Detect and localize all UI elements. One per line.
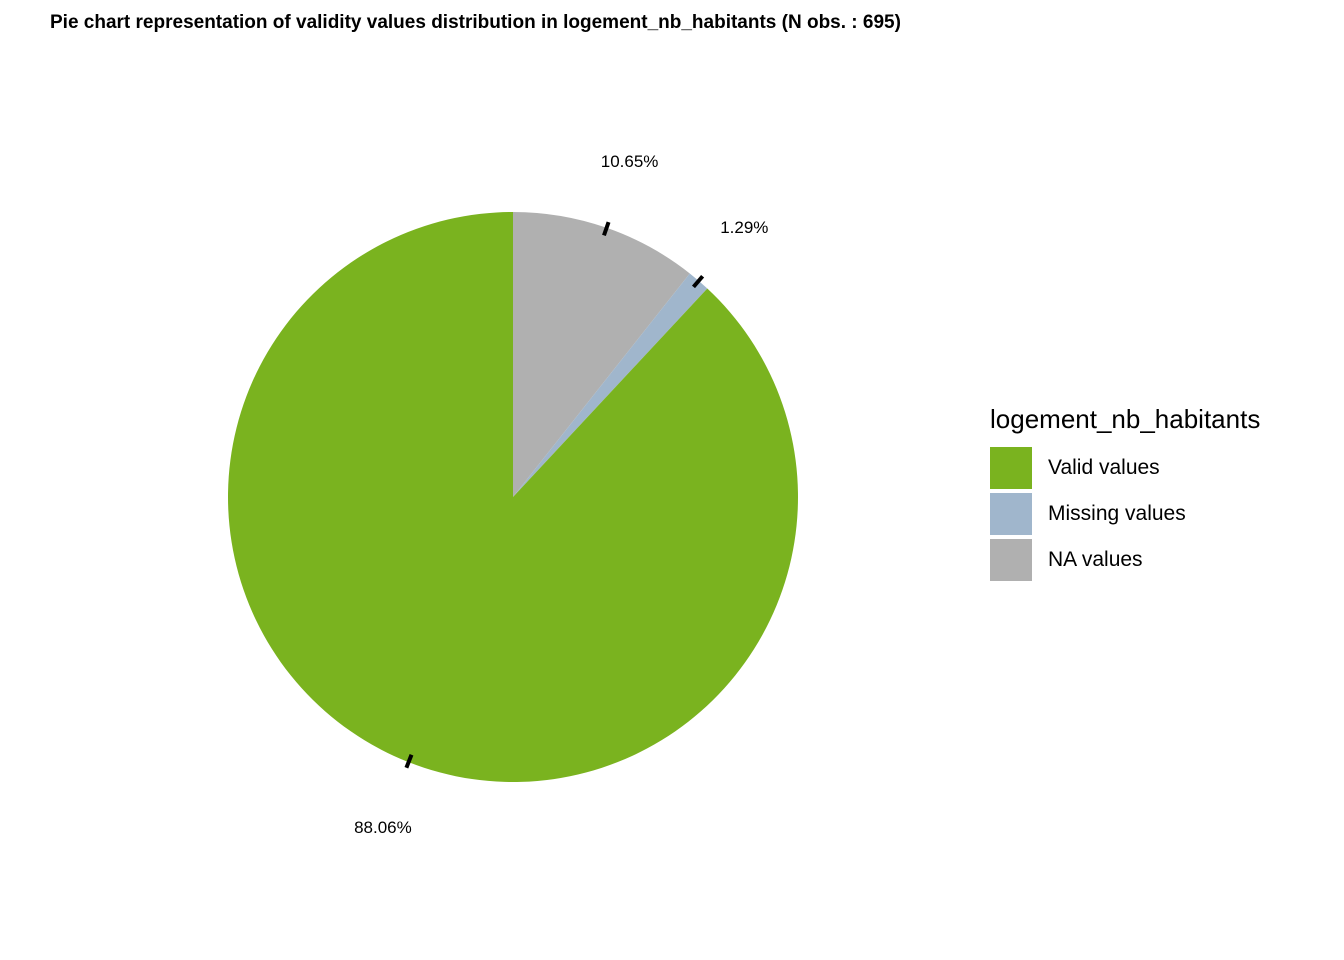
legend-key-valid xyxy=(990,447,1032,489)
pie-slice-valid xyxy=(227,211,798,782)
label-tick-valid xyxy=(404,754,414,769)
legend-key-na xyxy=(990,539,1032,581)
chart-title: Pie chart representation of validity val… xyxy=(50,12,901,33)
legend-label-missing: Missing values xyxy=(1048,502,1186,525)
label-tick-na xyxy=(602,221,611,237)
legend-title: logement_nb_habitants xyxy=(990,404,1261,434)
legend-item-valid: Valid values xyxy=(990,445,1260,491)
legend-label-valid: Valid values xyxy=(1048,456,1160,479)
pie-slice-missing xyxy=(513,273,708,497)
legend-key-missing xyxy=(990,493,1032,535)
legend-label-na: NA values xyxy=(1048,548,1143,571)
label-tick-missing xyxy=(691,274,705,289)
data-label-missing: 1.29% xyxy=(720,218,768,237)
legend: logement_nb_habitants Valid values Missi… xyxy=(990,404,1260,583)
legend-item-missing: Missing values xyxy=(990,491,1260,537)
legend-item-na: NA values xyxy=(990,537,1260,583)
pie-slice-na xyxy=(513,212,690,497)
data-label-na: 10.65% xyxy=(601,152,659,171)
data-label-valid: 88.06% xyxy=(354,818,412,837)
